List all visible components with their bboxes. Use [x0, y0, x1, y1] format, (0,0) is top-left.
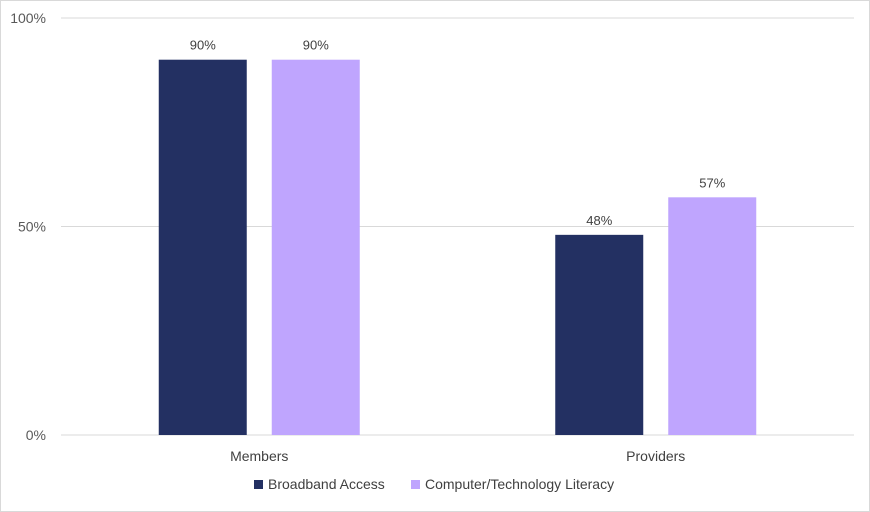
bar-providers-broadband-access — [555, 234, 644, 435]
y-tick-label: 0% — [26, 427, 46, 443]
category-label: Providers — [626, 448, 685, 464]
bars — [158, 59, 757, 435]
data-label: 90% — [303, 38, 329, 53]
legend-label: Computer/Technology Literacy — [425, 476, 614, 492]
x-axis-categories: Members Providers — [230, 448, 685, 464]
category-label: Members — [230, 448, 288, 464]
data-label: 48% — [586, 213, 612, 228]
y-tick-label: 100% — [10, 10, 46, 26]
data-label: 57% — [699, 175, 725, 190]
y-tick-label: 50% — [18, 219, 46, 235]
legend: Broadband Access Computer/Technology Lite… — [254, 476, 614, 492]
legend-swatch — [254, 480, 263, 489]
data-labels: 90% 90% 48% 57% — [190, 38, 726, 228]
y-axis-ticks: 0% 50% 100% — [10, 10, 46, 443]
data-label: 90% — [190, 38, 216, 53]
bar-members-broadband-access — [158, 59, 247, 435]
bar-providers-computer-technology-literacy — [668, 197, 757, 435]
legend-label: Broadband Access — [268, 476, 385, 492]
legend-swatch — [411, 480, 420, 489]
bar-members-computer-technology-literacy — [271, 59, 360, 435]
